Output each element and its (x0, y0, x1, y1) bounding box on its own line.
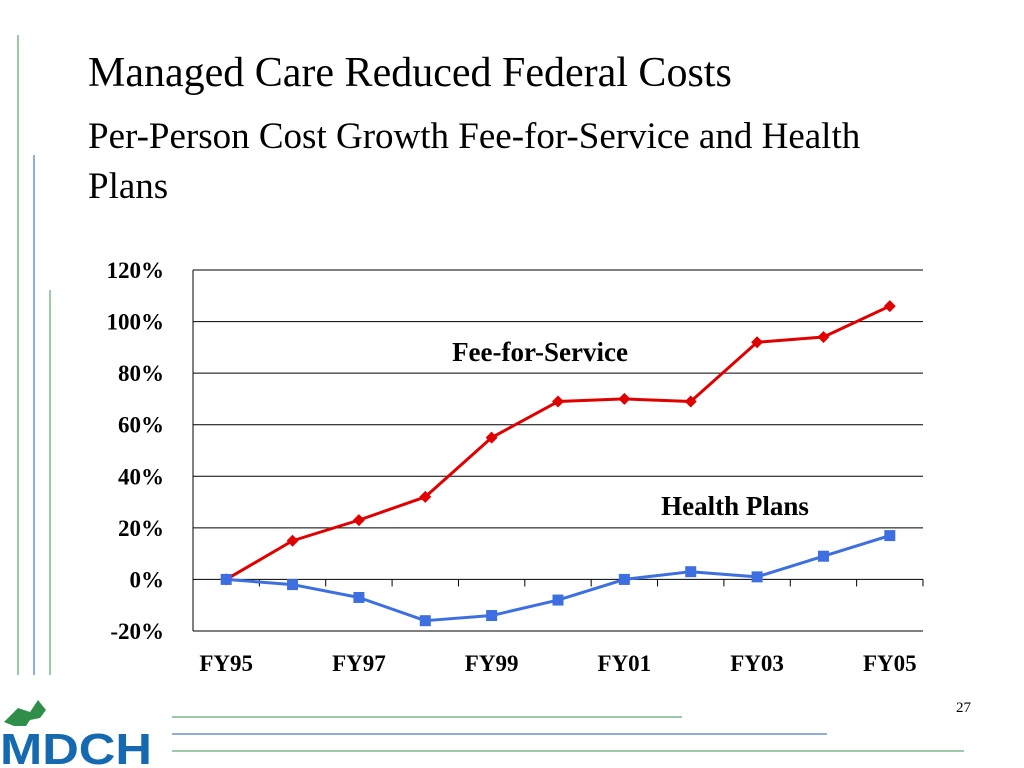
accent-line-left-blue (33, 155, 35, 675)
health-plans-point (353, 591, 365, 603)
accent-line-bottom-green (172, 716, 682, 718)
michigan-shape-icon (4, 700, 46, 726)
svg-text:MDCH: MDCH (0, 725, 152, 768)
x-tick-label: FY99 (465, 651, 519, 676)
health-plans-point (486, 610, 498, 622)
slide-subtitle: Per-Person Cost Growth Fee-for-Service a… (88, 116, 861, 207)
health-plans-point (685, 566, 697, 578)
slide-title: Managed Care Reduced Federal Costs (88, 50, 732, 96)
series-label-health-plans: Health Plans (661, 491, 809, 521)
x-tick-label: FY05 (863, 651, 917, 676)
fee-for-service-point (817, 331, 830, 344)
y-tick-label: 100% (107, 310, 165, 335)
health-plans-point (220, 573, 232, 585)
accent-line-bottom-green-2 (172, 750, 964, 752)
fee-for-service-point (552, 395, 564, 408)
series-label-fee-for-service: Fee-for-Service (452, 337, 628, 367)
y-tick-label: 0% (130, 567, 165, 592)
x-tick-label: FY95 (199, 651, 253, 676)
mdch-logo: MDCH (0, 700, 152, 768)
y-tick-label: 120% (107, 258, 165, 283)
fee-for-service-point (618, 392, 631, 405)
accent-line-left-green-2 (49, 290, 51, 675)
x-tick-label: FY97 (332, 651, 386, 676)
y-tick-label: -20% (110, 619, 164, 644)
health-plans-point (287, 579, 299, 591)
fee-for-service-point (419, 490, 432, 503)
fee-for-service-point (684, 395, 697, 408)
fee-for-service-point (751, 336, 764, 349)
x-tick-label: FY01 (598, 651, 652, 676)
fee-for-service-point (883, 300, 896, 313)
y-tick-label: 20% (118, 516, 164, 541)
slide-number: 27 (956, 700, 971, 716)
fee-for-service-point (286, 534, 299, 547)
fee-for-service-point (485, 431, 498, 444)
health-plans-point (817, 550, 829, 562)
y-tick-label: 60% (118, 413, 164, 438)
accent-line-bottom-blue (172, 733, 827, 735)
accent-line-left-green (17, 35, 19, 675)
y-tick-label: 80% (118, 361, 164, 386)
health-plans-line (226, 534, 891, 623)
health-plans-point (884, 530, 896, 542)
fee-for-service-point (352, 514, 365, 527)
y-tick-label: 40% (118, 464, 164, 489)
x-tick-label: FY03 (730, 651, 784, 676)
health-plans-point (618, 573, 630, 585)
health-plans-point (419, 615, 431, 627)
health-plans-point (552, 594, 564, 606)
health-plans-point (751, 571, 763, 583)
